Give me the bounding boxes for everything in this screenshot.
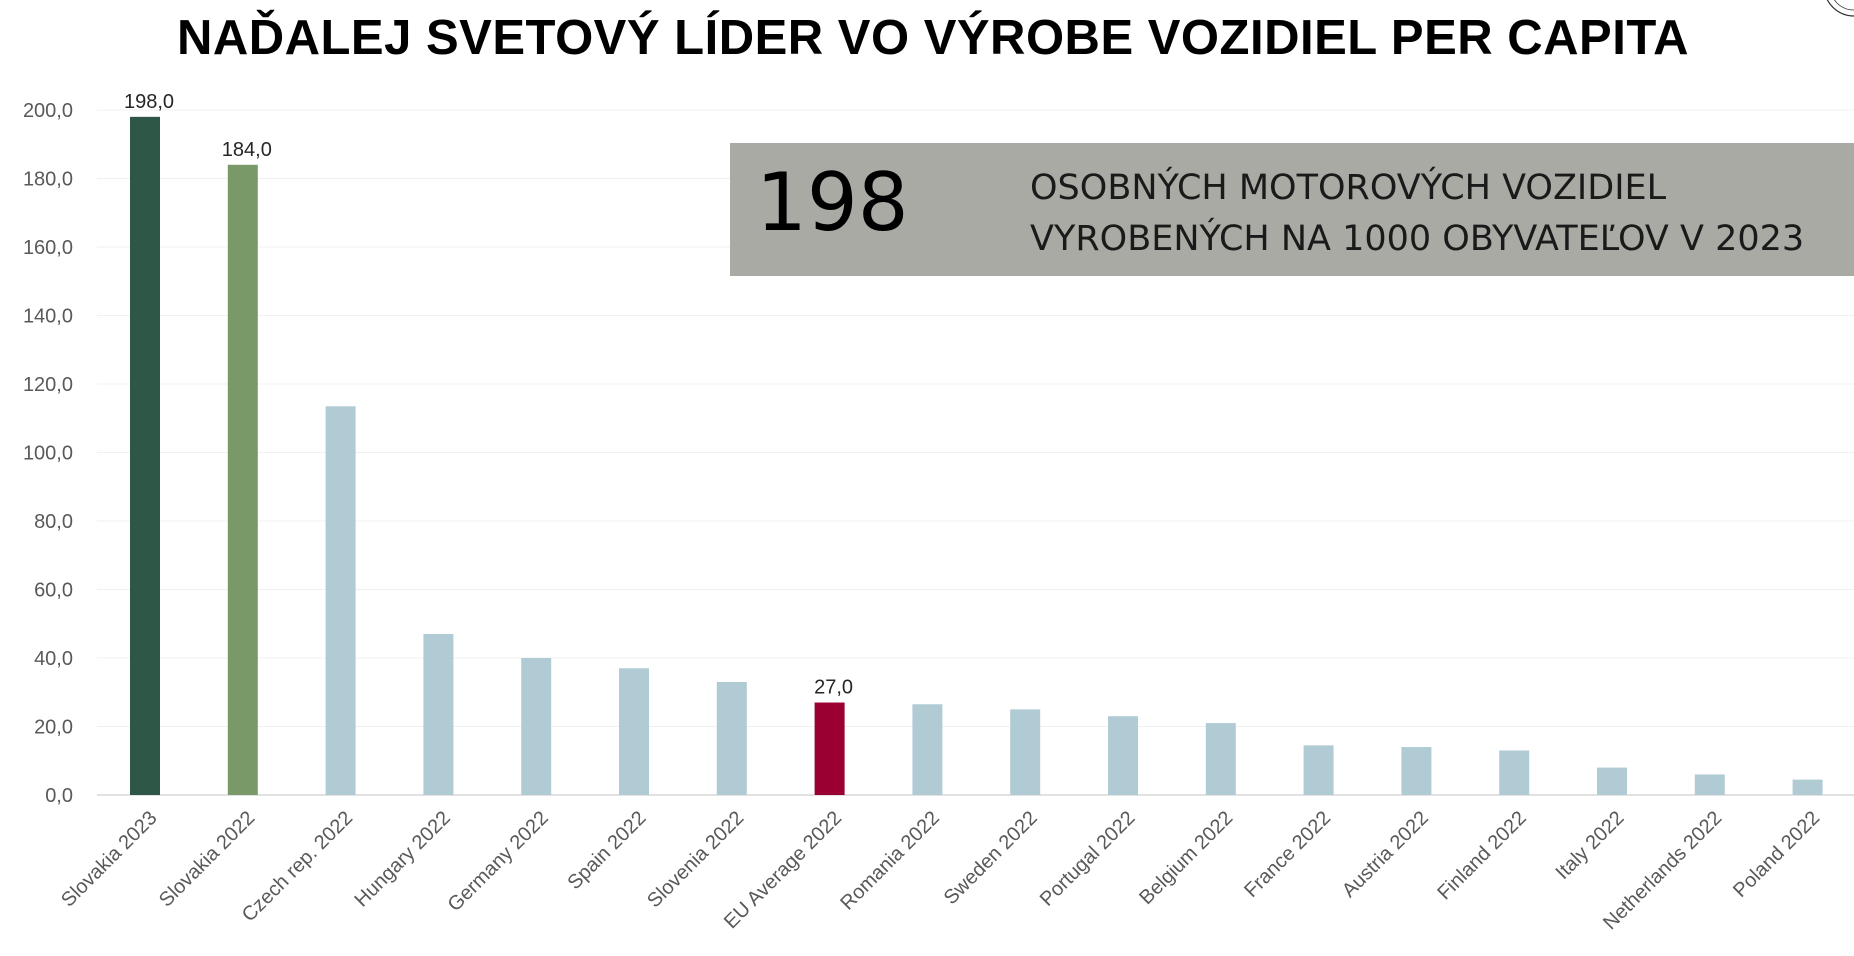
x-tick-label: Sweden 2022 [940, 807, 1042, 909]
bar-hungary-2022 [423, 634, 454, 795]
bar-sweden-2022 [1010, 709, 1041, 795]
y-tick-label: 160,0 [23, 237, 73, 259]
data-label: 184,0 [222, 139, 272, 161]
callout-text: OSOBNÝCH MOTOROVÝCH VOZIDIEL VYROBENÝCH … [1030, 163, 1804, 265]
y-tick-label: 20,0 [34, 717, 73, 739]
x-tick-label: Poland 2022 [1729, 807, 1824, 902]
y-tick-label: 140,0 [23, 306, 73, 328]
callout-line-1: OSOBNÝCH MOTOROVÝCH VOZIDIEL [1030, 168, 1667, 208]
bar-france-2022 [1303, 745, 1334, 795]
data-labels: 198,0 184,0 27,0 [124, 91, 853, 699]
x-tick-label: Slovakia 2022 [155, 807, 259, 911]
bar-netherlands-2022 [1694, 774, 1725, 795]
bar-slovakia-2023 [130, 116, 160, 796]
y-tick-label: 100,0 [23, 443, 73, 465]
x-tick-label: Portugal 2022 [1036, 807, 1140, 911]
x-tick-label: Slovakia 2023 [57, 807, 161, 911]
bars [130, 116, 1823, 796]
bar-portugal-2022 [1108, 716, 1138, 795]
x-tick-label: Spain 2022 [563, 807, 650, 894]
bar-italy-2022 [1597, 767, 1627, 795]
bar-slovakia-2022 [227, 164, 258, 796]
callout-line-2: VYROBENÝCH NA 1000 OBYVATEĽOV V 2023 [1030, 219, 1805, 259]
y-axis: 0,0 20,0 40,0 60,0 80,0 100,0 120,0 140,0 160,0 1… [23, 100, 1854, 807]
x-tick-label: Austria 2022 [1338, 807, 1433, 902]
bar-austria-2022 [1401, 747, 1432, 795]
bar-belgium-2022 [1205, 723, 1236, 795]
y-tick-label: 120,0 [23, 374, 73, 396]
seal-logo [1814, 0, 1854, 18]
chart-title: NAĎALEJ SVETOVÝ LÍDER VO VÝROBE VOZIDIEL… [176, 11, 1690, 65]
x-tick-label: Germany 2022 [444, 807, 553, 916]
y-tick-label: 0,0 [45, 785, 73, 807]
bar-spain-2022 [619, 668, 649, 795]
seal-icon [1826, 0, 1854, 17]
y-tick-label: 180,0 [23, 169, 73, 191]
bar-eu-average-2022 [814, 702, 845, 795]
gridlines [97, 109, 1854, 727]
x-tick-label: Hungary 2022 [351, 807, 455, 911]
y-tick-label: 80,0 [34, 511, 73, 533]
bar-slovenia-2022 [716, 681, 747, 795]
x-tick-label: Slovenia 2022 [643, 807, 748, 912]
y-tick-label: 200,0 [23, 100, 73, 122]
callout-box: 198 OSOBNÝCH MOTOROVÝCH VOZIDIEL VYROBEN… [730, 143, 1854, 276]
x-tick-label: Finland 2022 [1433, 807, 1530, 904]
bar-poland-2022 [1792, 779, 1823, 795]
bar-finland-2022 [1499, 750, 1530, 795]
x-tick-label: Romania 2022 [836, 807, 944, 915]
y-tick-label: 60,0 [34, 580, 73, 602]
bar-germany-2022 [521, 658, 552, 795]
bar-romania-2022 [912, 704, 943, 795]
y-tick-label: 40,0 [34, 648, 73, 670]
data-label: 198,0 [124, 91, 174, 113]
bar-czech-rep-2022 [325, 406, 356, 795]
x-tick-label: Belgium 2022 [1135, 807, 1237, 909]
callout-number: 198 [756, 156, 909, 249]
x-tick-label: France 2022 [1240, 807, 1335, 902]
data-label: 27,0 [814, 677, 853, 699]
x-tick-label: Italy 2022 [1552, 807, 1629, 884]
